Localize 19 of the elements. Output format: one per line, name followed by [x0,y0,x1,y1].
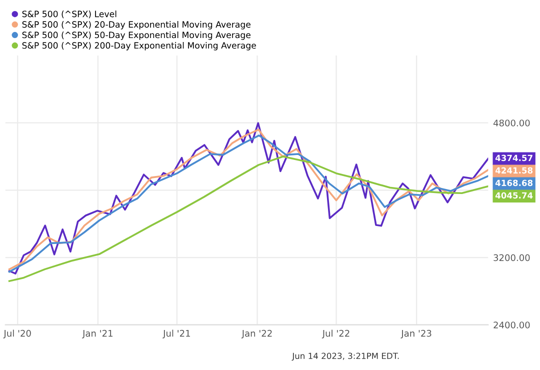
x-tick-label: Jan '23 [400,330,432,338]
legend-label: S&P 500 (^SPX) 20-Day Exponential Moving Average [22,21,250,30]
legend-label: S&P 500 (^SPX) Level [22,10,116,18]
y-tick-label: 3200.00 [494,254,530,262]
legend-label: S&P 500 (^SPX) 200-Day Exponential Moving Average [22,42,256,50]
y-tick-label: 4800.00 [493,120,530,126]
annotation: 4045.74 [495,192,533,199]
annotation: 4374.57 [495,154,532,162]
x-tick-label: Jan '22 [241,330,272,338]
line-series [8,156,488,282]
legend-label: S&P 500 (^SPX) 50-Day Exponential Moving Average [22,32,250,40]
text: Jun 14 2023, 3:21PM EDT. [292,352,399,361]
x-tick-label: Jul '22 [322,330,350,338]
x-tick-label: Jul '21 [162,330,190,338]
y-tick-label: 2400.00 [494,322,530,328]
x-tick-label: Jan '21 [82,330,112,338]
annotation: 4168.68 [495,180,533,186]
x-tick-label: Jul '20 [3,330,31,338]
annotation: 4241.58 [495,167,533,174]
